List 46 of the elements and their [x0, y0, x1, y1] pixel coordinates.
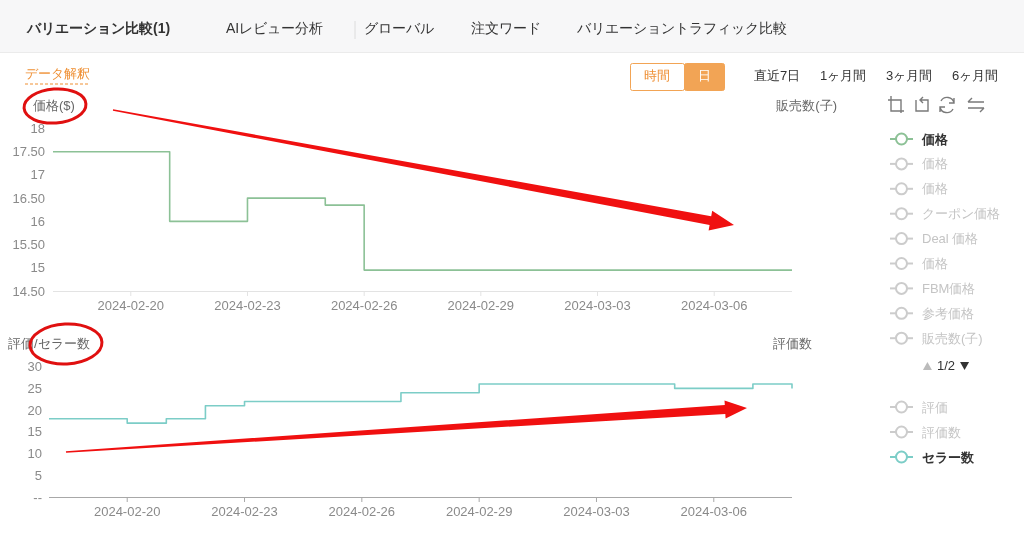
- y-tick-label: 5: [34, 467, 42, 483]
- text: 日: [697, 68, 711, 83]
- y-tick-label: 18: [30, 121, 45, 136]
- text: 3ヶ月間: [886, 68, 933, 83]
- x-tick-label: 2024-02-23: [214, 298, 281, 313]
- y2-axis-title: 評価数: [773, 336, 812, 351]
- x-tick-label: 2024-03-06: [680, 298, 748, 313]
- text: 時間: [644, 68, 670, 83]
- y-tick-label: 10: [27, 446, 42, 462]
- text: バリエーショントラフィック比較: [576, 20, 787, 36]
- x-tick-label: 2024-02-23: [211, 504, 278, 519]
- text: AIレビュー分析: [226, 20, 324, 36]
- legend-label: 販売数(子): [922, 330, 983, 346]
- y-tick-label: 14.50: [12, 283, 45, 299]
- y-tick-label: --: [33, 489, 42, 505]
- text: 注文ワード: [471, 20, 541, 36]
- x-tick-label: 2024-02-26: [330, 298, 398, 313]
- x-tick-label: 2024-02-29: [447, 298, 515, 313]
- text: バリエーション比較(1): [26, 20, 171, 36]
- y-tick-label: 17.50: [12, 144, 45, 160]
- text: 直近7日: [754, 68, 801, 83]
- x-tick-label: 2024-02-20: [97, 298, 165, 313]
- legend-label: セラー数: [922, 449, 975, 465]
- y-axis-title: 価格($): [33, 98, 75, 113]
- y2-axis-title: 販売数(子): [776, 98, 837, 113]
- text: 6ヶ月間: [952, 68, 999, 83]
- y-tick-label: 30: [27, 359, 42, 375]
- y-tick-label: 15: [27, 424, 42, 440]
- y-tick-label: 17: [30, 167, 45, 183]
- y-tick-label: 15: [30, 260, 45, 276]
- x-tick-label: 2024-02-20: [93, 504, 161, 519]
- x-tick-label: 2024-02-26: [328, 504, 396, 519]
- y-tick-label: 15.50: [12, 237, 45, 253]
- x-tick-label: 2024-03-03: [563, 504, 630, 519]
- y-tick-label: 16.50: [12, 190, 45, 206]
- legend-label: 価格: [921, 131, 949, 147]
- x-tick-label: 2024-02-29: [445, 504, 513, 519]
- y-tick-label: 16: [30, 213, 45, 229]
- y-tick-label: 20: [27, 402, 42, 418]
- x-tick-label: 2024-03-03: [564, 298, 631, 313]
- text: データ解釈: [25, 66, 90, 81]
- x-tick-label: 2024-03-06: [680, 504, 748, 519]
- text: グローバル: [364, 20, 434, 36]
- text: 1ヶ月間: [820, 68, 867, 83]
- y-tick-label: 25: [27, 380, 42, 396]
- text: 1/2: [936, 358, 956, 373]
